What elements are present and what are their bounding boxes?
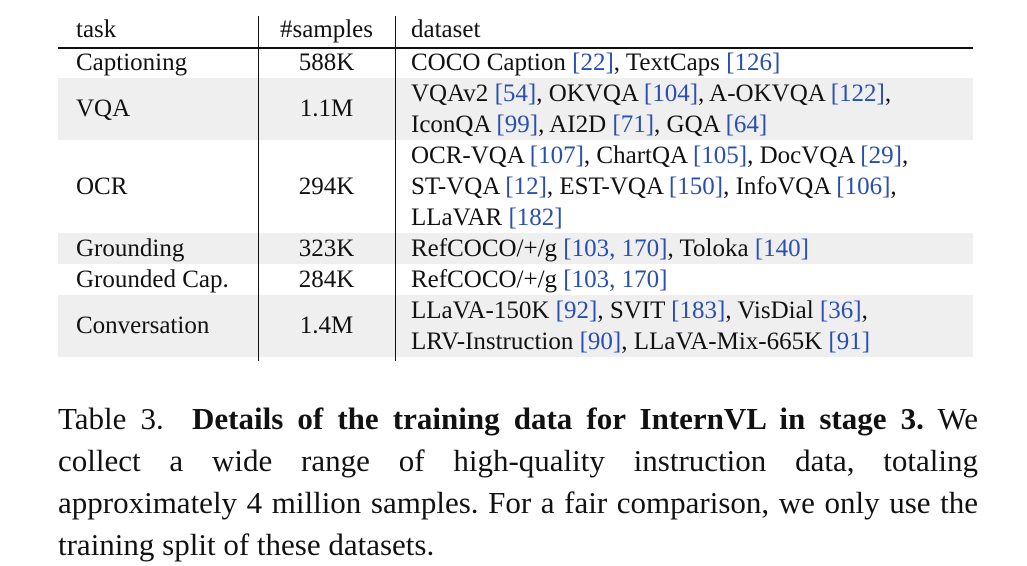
citation-link[interactable]: [182]: [508, 204, 563, 231]
dataset-text: OCR-VQA: [411, 142, 530, 169]
dataset-text: , EST-VQA: [546, 173, 669, 200]
dataset-line: OCR-VQA [107], ChartQA [105], DocVQA [29…: [411, 140, 973, 171]
dataset-text: , OKVQA: [536, 80, 644, 107]
samples-cell: 294K: [298, 172, 355, 200]
caption-label: Table 3.: [58, 401, 164, 436]
dataset-text: ,: [884, 80, 892, 107]
dataset-text: , Toloka: [667, 235, 755, 262]
dataset-line: RefCOCO/+/g [103, 170]: [411, 264, 973, 295]
dataset-text: LLaVA-150K: [411, 297, 556, 324]
dataset-text: ,: [890, 173, 897, 200]
dataset-line: LLaVA-150K [92], SVIT [183], VisDial [36…: [411, 295, 973, 326]
caption-title: Details of the training data for InternV…: [192, 401, 924, 436]
task-cell: Grounded Cap.: [76, 265, 229, 293]
table-row: Grounded Cap. 284K RefCOCO/+/g [103, 170]: [58, 264, 973, 295]
citation-link[interactable]: [71]: [612, 111, 655, 138]
table-body: Captioning 588K COCO Caption [22], TextCap…: [58, 47, 973, 357]
citation-link[interactable]: [103, 170]: [563, 235, 668, 262]
citation-link[interactable]: [29]: [860, 142, 902, 169]
citation-link[interactable]: [126]: [726, 49, 781, 76]
citation-link[interactable]: [107]: [529, 142, 584, 169]
task-cell: Grounding: [76, 234, 185, 262]
citation-link[interactable]: [140]: [754, 235, 809, 262]
training-data-table: task #samples dataset Captioning 588K COCO…: [58, 16, 973, 361]
dataset-cell: RefCOCO/+/g [103, 170]: [395, 264, 973, 295]
table-header-row: task #samples dataset: [58, 16, 973, 47]
citation-link[interactable]: [92]: [555, 297, 598, 324]
samples-cell: 1.1M: [299, 95, 354, 122]
citation-link[interactable]: [105]: [692, 142, 748, 169]
citation-link[interactable]: [103, 170]: [563, 266, 668, 293]
task-cell: OCR: [76, 172, 128, 200]
dataset-text: , ChartQA: [583, 142, 693, 169]
dataset-cell: OCR-VQA [107], ChartQA [105], DocVQA [29…: [395, 140, 973, 233]
citation-link[interactable]: [122]: [830, 80, 885, 107]
dataset-text: LRV-Instruction: [411, 328, 580, 355]
samples-cell: 588K: [298, 48, 355, 76]
dataset-text: , TextCaps: [613, 49, 727, 76]
citation-link[interactable]: [106]: [836, 173, 891, 200]
dataset-line: LLaVAR [182]: [411, 202, 973, 233]
header-dataset: dataset: [395, 16, 973, 47]
header-dataset-label: dataset: [411, 16, 481, 43]
dataset-text: , AI2D: [538, 111, 613, 138]
dataset-line: IconQA [99], AI2D [71], GQA [64]: [411, 109, 973, 140]
samples-cell: 284K: [298, 265, 355, 293]
dataset-cell: VQAv2 [54], OKVQA [104], A-OKVQA [122], I…: [395, 78, 973, 140]
dataset-text: ,: [901, 142, 909, 169]
citation-link[interactable]: [54]: [494, 80, 537, 107]
citation-link[interactable]: [183]: [671, 297, 726, 324]
citation-link[interactable]: [90]: [579, 328, 622, 355]
dataset-line: LRV-Instruction [90], LLaVA-Mix-665K [91…: [411, 326, 973, 357]
dataset-text: LLaVAR: [411, 204, 509, 231]
table-row: OCR 294K OCR-VQA [107], ChartQA [105], Doc…: [58, 140, 973, 233]
dataset-line: VQAv2 [54], OKVQA [104], A-OKVQA [122],: [411, 78, 973, 109]
dataset-cell: RefCOCO/+/g [103, 170], Toloka [140]: [395, 233, 973, 264]
table-caption: Table 3. Details of the training data fo…: [58, 398, 978, 566]
dataset-text: IconQA: [411, 111, 497, 138]
citation-link[interactable]: [22]: [572, 49, 614, 76]
dataset-text: ,: [861, 297, 868, 324]
column-separator: [258, 16, 259, 361]
dataset-text: , GQA: [654, 111, 726, 138]
table-row: Grounding 323K RefCOCO/+/g [103, 170], Tol…: [58, 233, 973, 264]
dataset-line: COCO Caption [22], TextCaps [126]: [411, 47, 973, 78]
dataset-line: RefCOCO/+/g [103, 170], Toloka [140]: [411, 233, 973, 264]
header-task: task: [76, 16, 117, 43]
dataset-text: , DocVQA: [747, 142, 861, 169]
task-cell: VQA: [76, 95, 131, 122]
citation-link[interactable]: [91]: [828, 328, 871, 355]
citation-link[interactable]: [150]: [668, 173, 724, 200]
dataset-cell: LLaVA-150K [92], SVIT [183], VisDial [36…: [395, 295, 973, 357]
dataset-line: ST-VQA [12], EST-VQA [150], InfoVQA [106…: [411, 171, 973, 202]
dataset-text: RefCOCO/+/g: [411, 266, 564, 293]
caption-body: We collect a wide range of high-quality …: [58, 401, 978, 562]
samples-cell: 323K: [298, 234, 355, 262]
task-cell: Captioning: [76, 48, 188, 76]
header-samples: #samples: [279, 16, 374, 43]
dataset-text: COCO Caption: [411, 49, 573, 76]
dataset-text: ST-VQA: [411, 173, 506, 200]
citation-link[interactable]: [36]: [819, 297, 862, 324]
dataset-text: , LLaVA-Mix-665K: [621, 328, 829, 355]
citation-link[interactable]: [12]: [505, 173, 547, 200]
column-separator: [395, 16, 396, 361]
citation-link[interactable]: [64]: [725, 111, 768, 138]
dataset-cell: COCO Caption [22], TextCaps [126]: [395, 47, 973, 78]
dataset-text: RefCOCO/+/g: [411, 235, 564, 262]
dataset-text: , VisDial: [725, 297, 820, 324]
citation-link[interactable]: [104]: [643, 80, 699, 107]
task-cell: Conversation: [76, 312, 210, 339]
table-row: Conversation 1.4M LLaVA-150K [92], SVIT [1…: [58, 295, 973, 357]
samples-cell: 1.4M: [299, 312, 354, 339]
table-row: Captioning 588K COCO Caption [22], TextCap…: [58, 47, 973, 78]
header-rule: [58, 47, 973, 49]
dataset-text: , InfoVQA: [723, 173, 837, 200]
dataset-text: , A-OKVQA: [698, 80, 831, 107]
dataset-text: VQAv2: [411, 80, 495, 107]
citation-link[interactable]: [99]: [496, 111, 539, 138]
dataset-text: , SVIT: [597, 297, 672, 324]
table-row: VQA 1.1M VQAv2 [54], OKVQA [104], A-OKVQA …: [58, 78, 973, 140]
